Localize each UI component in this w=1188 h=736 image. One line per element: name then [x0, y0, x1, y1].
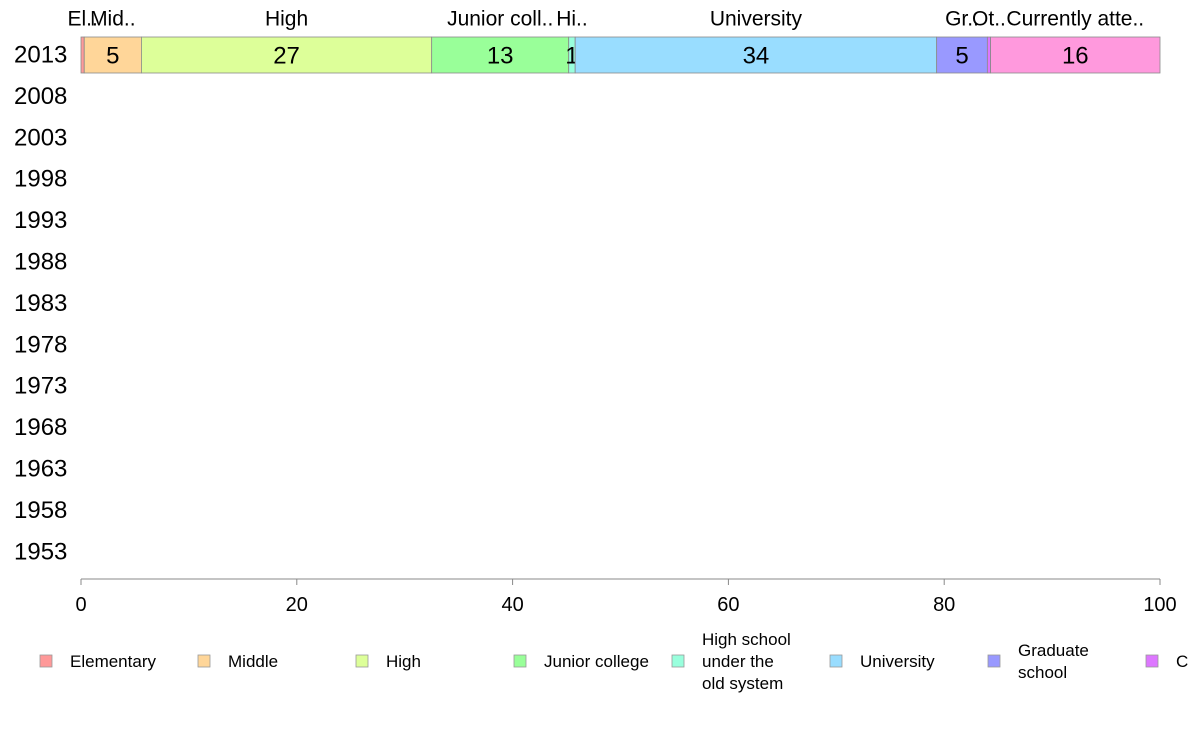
year-label: 2013: [14, 42, 67, 69]
legend-swatch: [513, 654, 527, 668]
year-label: 1953: [14, 538, 67, 565]
bar-segment: [574, 36, 938, 74]
bar-segment: [80, 36, 85, 74]
legend-swatch: [671, 654, 685, 668]
x-tick-label: 60: [717, 594, 739, 616]
x-tick-label: 100: [1143, 594, 1176, 616]
bar-segment: [990, 36, 1161, 74]
x-tick-label: 0: [75, 594, 86, 616]
segment-top-label: Gr..: [945, 8, 979, 31]
bar-value-label: 5: [106, 43, 119, 70]
year-label: 1963: [14, 456, 67, 483]
bar-segment: [141, 36, 433, 74]
legend-swatch: [197, 654, 211, 668]
legend-swatch: [987, 654, 1001, 668]
segment-top-label: Ot..: [972, 8, 1006, 31]
legend-label: Graduate school: [1018, 641, 1089, 682]
x-tick-label: 80: [933, 594, 955, 616]
x-tick-label: 20: [286, 594, 308, 616]
year-label: 1983: [14, 290, 67, 317]
segment-top-label: University: [710, 8, 803, 31]
bar-value-label: 27: [273, 43, 300, 70]
bar-value-label: 5: [955, 43, 968, 70]
bar-segment: [936, 36, 988, 74]
legend-swatch: [39, 654, 53, 668]
legend-label: Middle: [228, 652, 278, 671]
x-tick-label: 40: [501, 594, 523, 616]
year-label: 1978: [14, 331, 67, 358]
bar-segment: [986, 36, 991, 74]
legend-label: University: [860, 652, 935, 671]
legend-swatch: [355, 654, 369, 668]
legend-label: High: [386, 652, 421, 671]
year-label: 1993: [14, 207, 67, 234]
year-label: 2003: [14, 124, 67, 151]
segment-top-label: El..: [67, 8, 97, 31]
segment-top-label: Hi..: [556, 8, 588, 31]
segment-top-label: Currently atte..: [1006, 8, 1144, 31]
legend-label: High school under the old system: [702, 630, 791, 693]
segment-top-label: High: [265, 8, 308, 31]
year-label: 1973: [14, 373, 67, 400]
year-label: 1968: [14, 414, 67, 441]
segment-top-label: Junior coll..: [447, 8, 553, 31]
bar-value-label: 16: [1062, 43, 1089, 70]
year-label: 1988: [14, 249, 67, 276]
legend-label: Junior college: [544, 652, 649, 671]
year-label: 2008: [14, 83, 67, 110]
bar-value-label: 13: [487, 43, 514, 70]
bar-value-label: 34: [743, 43, 770, 70]
legend-label: Elementary: [70, 652, 156, 671]
legend-swatch: [1145, 654, 1159, 668]
year-label: 1998: [14, 166, 67, 193]
year-label: 1958: [14, 497, 67, 524]
legend-label: C: [1176, 652, 1188, 671]
segment-top-label: Mid..: [90, 8, 136, 31]
legend-swatch: [829, 654, 843, 668]
